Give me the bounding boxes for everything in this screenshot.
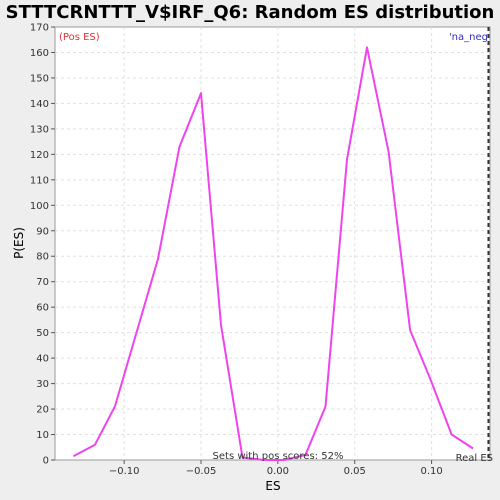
x-axis-label: ES [265, 479, 280, 493]
y-tick-label-3: 30 [36, 379, 49, 390]
y-tick-label-16: 160 [30, 48, 49, 59]
axis-ticks: 0 10 20 30 40 50 60 70 80 90 100 110 120 130 140 150 160… [30, 23, 443, 478]
y-tick-label-11: 110 [30, 175, 49, 186]
y-tick-label-5: 50 [36, 328, 49, 339]
chart-title: STTTCRNTTT_V$IRF_Q6: Random ES distribut… [6, 2, 495, 23]
real-es-label: Real ES [456, 453, 493, 464]
pos-scores-footer: Sets with pos scores: 52% [213, 451, 344, 462]
y-tick-label-14: 140 [30, 99, 49, 110]
x-tick-label-2: 0.00 [267, 466, 289, 477]
y-tick-label-7: 70 [36, 277, 49, 288]
x-tick-label-1: −0.05 [186, 466, 217, 477]
y-tick-label-1: 10 [36, 430, 49, 441]
y-tick-label-9: 90 [36, 226, 49, 237]
x-tick-label-3: 0.05 [344, 466, 366, 477]
y-tick-label-2: 20 [36, 405, 49, 416]
y-tick-label-6: 60 [36, 303, 49, 314]
y-tick-label-0: 0 [43, 456, 49, 467]
y-tick-label-8: 80 [36, 252, 49, 263]
y-tick-label-15: 150 [30, 73, 49, 84]
y-axis-label: P(ES) [12, 227, 26, 259]
pos-es-label: (Pos ES) [59, 32, 100, 43]
x-tick-label-4: 0.10 [420, 466, 442, 477]
y-tick-label-17: 170 [30, 23, 49, 34]
x-tick-label-0: −0.10 [109, 466, 140, 477]
y-tick-label-10: 100 [30, 201, 49, 212]
grid-lines [55, 27, 490, 460]
y-tick-label-12: 120 [30, 150, 49, 161]
y-tick-label-13: 130 [30, 124, 49, 135]
y-tick-label-4: 40 [36, 354, 49, 365]
neg-es-label: 'na_neg [449, 32, 488, 43]
plot-area [54, 26, 491, 461]
series-line [72, 46, 474, 461]
